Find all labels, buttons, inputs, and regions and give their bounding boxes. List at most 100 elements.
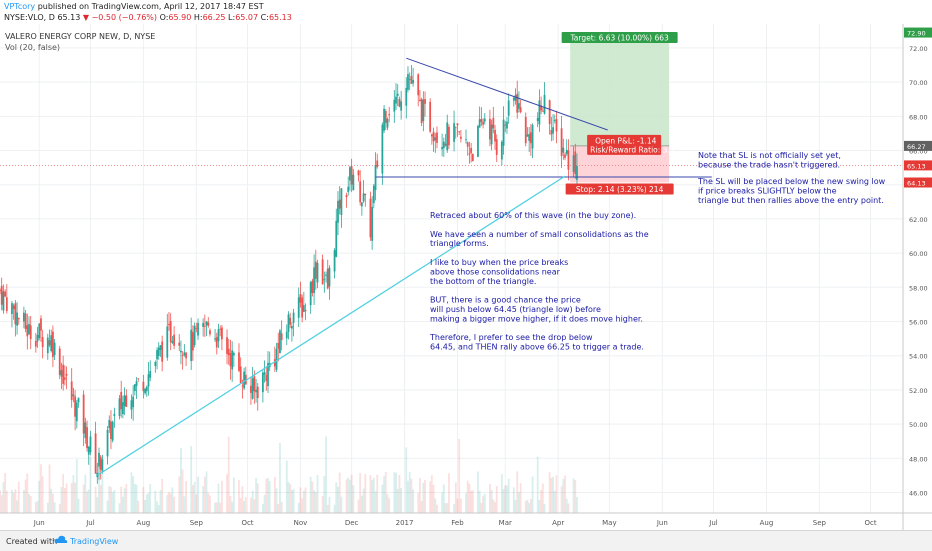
price-tag xyxy=(904,177,932,188)
sl-note-line: Note that SL is not officially set yet, xyxy=(698,151,841,160)
candle-body xyxy=(173,334,176,346)
candle-body xyxy=(494,129,496,142)
candle-body xyxy=(250,385,252,393)
volume-bar xyxy=(193,482,196,513)
author-link[interactable]: VPTcory xyxy=(4,2,36,11)
candle-body xyxy=(313,267,315,294)
candle-body xyxy=(553,120,556,121)
grid xyxy=(0,24,903,513)
volume-bar xyxy=(62,474,65,513)
candle-body xyxy=(442,141,445,149)
candle-body xyxy=(287,314,290,332)
candle-body xyxy=(75,402,78,422)
volume-bar xyxy=(478,490,481,513)
time-tick-label: Mar xyxy=(499,519,512,527)
volume-bar xyxy=(349,479,351,513)
volume-bar xyxy=(480,502,483,513)
down-arrow-icon: ▼ xyxy=(82,13,90,22)
candle-body xyxy=(495,139,498,155)
candle-body xyxy=(40,318,42,331)
volume-bar xyxy=(289,483,292,513)
chart-title: VALERO ENERGY CORP NEW, D, NYSE xyxy=(5,32,155,41)
volume-bar xyxy=(555,475,558,513)
candle-body xyxy=(48,340,51,346)
volume-bar xyxy=(82,484,85,513)
candle-body xyxy=(567,150,570,170)
price-axis[interactable]: 46.00 48.00 50.00 52.00 54.00 56.00 58.00 60.00… xyxy=(909,45,928,498)
price-chart[interactable]: Target: 6.63 (10.00%) 663 Stop: 2.14 (3.2… xyxy=(0,24,932,530)
candle-body xyxy=(360,202,363,207)
candle-body xyxy=(316,262,319,283)
candle-body xyxy=(149,371,152,378)
tradingview-cloud-icon xyxy=(54,535,68,543)
candle-body xyxy=(504,124,507,126)
volume-bar xyxy=(142,487,145,513)
price-change: −0.50 (−0.76%) xyxy=(91,13,158,22)
volume-bar xyxy=(133,484,136,513)
price-tag-label: 65.13 xyxy=(907,162,926,170)
volume-bar xyxy=(442,484,445,513)
volume-bar xyxy=(169,493,172,513)
candle-body xyxy=(321,259,324,285)
candle-body xyxy=(359,181,362,203)
price-tick-label: 58.00 xyxy=(909,284,928,292)
candle-body xyxy=(273,359,276,367)
volume-bars xyxy=(0,436,578,513)
volume-bar xyxy=(311,481,314,513)
candle-body xyxy=(376,160,379,167)
volume-bar xyxy=(362,488,365,513)
volume-bar xyxy=(84,474,87,513)
volume-bar xyxy=(328,497,331,513)
volume-bar xyxy=(470,490,473,513)
candle-body xyxy=(507,100,510,116)
volume-bar xyxy=(398,475,401,513)
candle-body xyxy=(430,134,433,137)
volume-bar xyxy=(335,482,338,513)
candle-body xyxy=(420,99,423,124)
candle-body xyxy=(190,329,193,361)
price-tag-label: 72.90 xyxy=(907,30,926,38)
volume-bar xyxy=(572,478,575,513)
candle-body xyxy=(41,337,44,347)
candle-body xyxy=(285,331,288,339)
volume-bar xyxy=(408,472,411,513)
candle-body xyxy=(122,402,124,415)
note-line: BUT, there is a good chance the price xyxy=(430,296,581,305)
volume-bar xyxy=(145,494,148,513)
volume-bar xyxy=(541,483,544,513)
candle-body xyxy=(459,136,462,139)
candle-body xyxy=(311,280,314,293)
time-axis[interactable]: Jun Jul Aug Sep Oct Nov Dec 2017 Feb Mar Apr May Jun… xyxy=(33,519,877,527)
volume-bar xyxy=(65,483,68,513)
volume-bar xyxy=(420,500,423,513)
candle-body xyxy=(232,352,235,356)
candle-body xyxy=(540,105,543,111)
candle-body xyxy=(178,342,181,346)
candle-body xyxy=(350,166,353,185)
pnl-label: Open P&L: -1.14 xyxy=(595,136,657,145)
candle-body xyxy=(130,400,133,410)
candle-body xyxy=(536,117,539,122)
volume-bar xyxy=(313,490,315,513)
tradingview-link[interactable]: TradingView xyxy=(70,537,119,546)
volume-bar xyxy=(562,478,565,513)
volume-bar xyxy=(16,500,18,513)
candle-body xyxy=(24,313,27,329)
candle-body xyxy=(323,279,326,281)
note-line: 64.45, and THEN rally above 66.25 to tri… xyxy=(430,343,644,352)
price-tick-label: 62.00 xyxy=(909,216,928,224)
time-tick-label: 2017 xyxy=(396,519,414,527)
candle-body xyxy=(279,330,281,354)
target-zone xyxy=(570,32,670,146)
time-tick-label: Aug xyxy=(137,519,151,527)
volume-bar xyxy=(40,464,42,513)
volume-bar xyxy=(149,484,152,513)
candle-body xyxy=(478,119,481,128)
candle-body xyxy=(11,303,13,314)
volume-bar xyxy=(386,494,389,513)
candle-body xyxy=(161,341,164,362)
candle-body xyxy=(543,94,546,114)
candle-body xyxy=(448,126,450,146)
open-value: 65.90 xyxy=(168,13,192,22)
candle-body xyxy=(333,250,336,272)
